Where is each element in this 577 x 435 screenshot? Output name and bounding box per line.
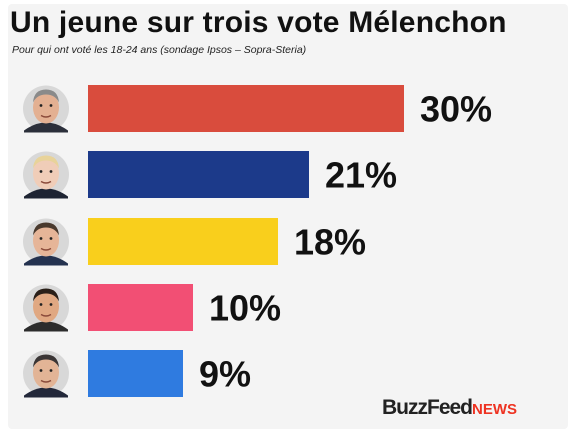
avatar-shoulders [24, 122, 68, 133]
avatar-eye [39, 237, 43, 240]
avatar-hair [33, 89, 59, 103]
avatar-eye [49, 369, 53, 372]
candidate-avatar [23, 218, 69, 266]
avatar-hair [33, 222, 59, 236]
avatar-face [33, 224, 59, 257]
bar-value-label: 21% [325, 155, 397, 196]
avatar-mouth [40, 180, 52, 184]
bar-value-label: 30% [420, 89, 492, 130]
avatar-hair [33, 155, 59, 169]
avatar-face [33, 356, 59, 389]
candidate-avatar [23, 151, 69, 199]
avatar-eye [49, 104, 53, 107]
chart-subtitle: Pour qui ont voté les 18-24 ans (sondage… [12, 44, 307, 56]
logo-buzzfeed-text: BuzzFeed [382, 396, 473, 419]
bar [88, 218, 278, 265]
bar-value-label: 9% [199, 354, 251, 395]
avatar-eye [39, 303, 43, 306]
avatar-eye [49, 237, 53, 240]
avatar-hair [33, 354, 59, 368]
candidate-avatar [23, 284, 69, 332]
avatar-eye [39, 170, 43, 173]
avatar-eye [39, 104, 43, 107]
avatar-shoulders [24, 188, 68, 199]
logo-news-text: NEWS [472, 401, 518, 418]
avatar-shoulders [24, 255, 68, 266]
bar-value-label: 10% [209, 288, 281, 329]
avatar-eye [49, 303, 53, 306]
candidate-avatar [23, 85, 69, 133]
bar-value-label: 18% [294, 222, 366, 263]
avatar-mouth [40, 247, 52, 251]
avatar-face [33, 157, 59, 190]
avatar-mouth [40, 313, 52, 317]
avatar-face [33, 290, 59, 323]
bar [88, 151, 309, 198]
bar [88, 284, 193, 331]
avatar-mouth [40, 379, 52, 383]
candidate-avatar [23, 350, 69, 398]
avatar-shoulders [24, 321, 68, 332]
bar [88, 85, 404, 132]
avatar-hair [33, 288, 59, 302]
avatar-eye [39, 369, 43, 372]
chart-title: Un jeune sur trois vote Mélenchon [10, 6, 507, 39]
avatar-face [33, 91, 59, 124]
buzzfeed-news-logo: BuzzFeedNEWS [382, 396, 517, 420]
avatar-mouth [40, 114, 52, 118]
avatar-shoulders [24, 387, 68, 398]
avatar-eye [49, 170, 53, 173]
bar [88, 350, 183, 397]
